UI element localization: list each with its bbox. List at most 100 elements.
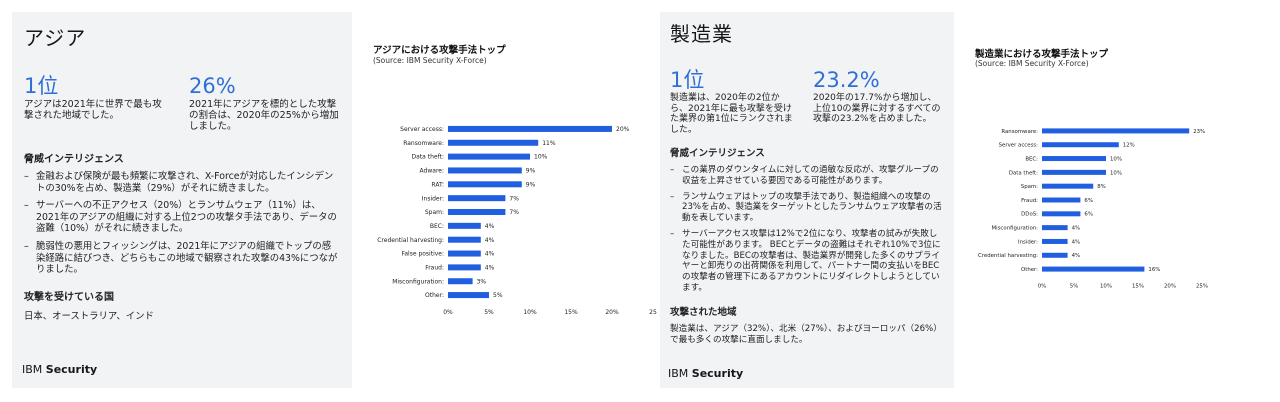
data-label: 10% [1110, 170, 1122, 176]
mfg-stat-rank-desc: 製造業は、2020年の2位から、2021年に最も攻撃を受けた業界の第1位にランク… [670, 93, 793, 135]
data-label: 6% [1084, 198, 1093, 204]
data-label: 4% [1072, 226, 1081, 232]
bar [448, 222, 481, 229]
y-tick-label: Server access: [400, 126, 444, 133]
mfg-stat-share: 23.2% 2020年の17.7%から増加し、上位10の業界に対するすべての攻撃… [813, 69, 944, 135]
bar [448, 264, 481, 271]
data-label: 23% [1193, 129, 1205, 135]
asia-countries: 日本、オーストラリア、インド [24, 310, 154, 322]
manufacturing-panel: 製造業 1位 製造業は、2020年の2位から、2021年に最も攻撃を受けた業界の… [660, 12, 954, 388]
x-tick-label: 10% [523, 309, 537, 316]
data-label: 4% [485, 223, 495, 230]
asia-stat-share-value: 26% [189, 74, 236, 98]
data-label: 7% [509, 195, 519, 202]
y-tick-label: Credential harvesting: [978, 253, 1038, 259]
security-logo-text: Security [45, 363, 98, 376]
bar [448, 153, 530, 160]
x-tick-label: 20% [605, 309, 619, 316]
bar [448, 236, 481, 243]
data-label: 16% [1148, 267, 1160, 273]
bar [1042, 156, 1106, 162]
data-label: 12% [1123, 143, 1135, 149]
x-tick-label: 5% [484, 309, 494, 316]
data-label: 5% [493, 292, 503, 299]
x-tick-label: 0% [1038, 283, 1047, 289]
data-label: 10% [534, 154, 548, 161]
mfg-bullet: ランサムウェアはトップの攻撃手法であり、製造組織への攻撃の23%を占め、製造業を… [670, 192, 944, 224]
mfg-stat-rank-value: 1位 [670, 68, 705, 92]
data-label: 6% [1084, 212, 1093, 218]
mfg-region-heading: 攻撃された地域 [670, 306, 737, 318]
asia-chart-title: アジアにおける攻撃手法トップ [373, 45, 506, 56]
asia-stats: 1位 アジアは2021年に世界で最も攻撃された地域でした。 26% 2021年に… [24, 75, 340, 132]
x-tick-label: 20% [1164, 283, 1176, 289]
y-tick-label: Fraud: [1021, 198, 1038, 204]
data-label: 8% [1097, 184, 1106, 190]
asia-bullet: 金融および保険が最も頻繁に攻撃され、X-Forceが対応したインシデントの30%… [24, 171, 340, 194]
bar [1042, 197, 1081, 203]
bar [448, 195, 506, 202]
bar [1042, 142, 1119, 148]
bar [1042, 252, 1068, 258]
asia-stat-share: 26% 2021年にアジアを標的とした攻撃の割合は、2020年の25%から増加し… [189, 75, 340, 132]
y-tick-label: False positive: [401, 251, 444, 258]
y-tick-label: Fraud: [425, 264, 444, 271]
bar [448, 278, 473, 285]
asia-bullet: サーバーへの不正アクセス（20%）とランサムウェア（11%）は、2021年のアジ… [24, 200, 340, 235]
mfg-ibm-logo: IBM Security [668, 367, 743, 380]
bar [448, 125, 612, 132]
asia-title: アジア [24, 26, 87, 50]
y-tick-label: Insider: [1018, 239, 1038, 245]
mfg-stats: 1位 製造業は、2020年の2位から、2021年に最も攻撃を受けた業界の第1位に… [670, 69, 944, 135]
security-logo-text: Security [691, 367, 744, 380]
asia-panel: アジア 1位 アジアは2021年に世界で最も攻撃された地域でした。 26% 20… [12, 12, 352, 388]
asia-bullet: 脆弱性の悪用とフィッシングは、2021年にアジアの組織でトップの感染経路に結びつ… [24, 241, 340, 276]
data-label: 20% [616, 126, 630, 133]
y-tick-label: Adware: [420, 168, 444, 175]
bar [448, 181, 522, 188]
bar [1042, 169, 1106, 175]
x-tick-label: 15% [564, 309, 578, 316]
mfg-bullet: この業界のダウンタイムに対しての過敏な反応が、攻撃グループの収益を上昇させている… [670, 165, 944, 187]
y-tick-label: RAT: [431, 181, 444, 188]
y-tick-label: Spam: [1021, 184, 1038, 190]
data-label: 11% [542, 140, 556, 147]
bar [1042, 128, 1190, 134]
asia-attack-chart: Server access: 20% Ransomware: 11% Data thef… [377, 125, 657, 316]
y-tick-label: Data theft: [1009, 170, 1038, 176]
y-tick-label: Data theft: [412, 154, 444, 161]
mfg-region-text: 製造業は、アジア（32%）、北米（27%）、およびヨーロッパ（26%）で最も多く… [670, 323, 942, 345]
mfg-intel-heading: 脅威インテリジェンス [670, 148, 765, 159]
y-tick-label: Credential harvesting: [377, 237, 444, 244]
y-tick-label: Ransomware: [403, 140, 444, 147]
bar [1042, 238, 1068, 244]
bar [1042, 266, 1145, 272]
bar [448, 292, 489, 299]
bar [1042, 183, 1094, 189]
y-tick-label: DDoS: [1021, 212, 1038, 218]
y-tick-label: Misconfiguration: [392, 278, 444, 285]
data-label: 4% [485, 237, 495, 244]
ibm-logo-text: IBM [22, 363, 43, 376]
asia-stat-share-desc: 2021年にアジアを標的とした攻撃の割合は、2020年の25%から増加しました。 [189, 99, 339, 132]
y-tick-label: Other: [425, 292, 444, 299]
y-tick-label: BEC: [430, 223, 444, 230]
bar [448, 250, 481, 257]
asia-countries-heading: 攻撃を受けている国 [24, 291, 114, 303]
asia-intel-heading: 脅威インテリジェンス [24, 154, 124, 165]
bar [448, 209, 506, 215]
x-tick-label: 5% [1070, 283, 1079, 289]
y-tick-label: BEC: [1025, 156, 1038, 162]
data-label: 7% [509, 209, 519, 216]
mfg-attack-chart: Ransomware: 23% Server access: 12% BEC: 10% Da… [978, 128, 1208, 289]
asia-ibm-logo: IBM Security [22, 363, 97, 376]
y-tick-label: Spam: [425, 209, 444, 216]
data-label: 9% [526, 181, 536, 188]
data-label: 4% [485, 264, 495, 271]
y-tick-label: Ransomware: [1001, 129, 1038, 135]
mfg-stat-share-value: 23.2% [813, 68, 880, 92]
mfg-chart-title: 製造業における攻撃手法トップ [975, 49, 1109, 60]
data-label: 3% [477, 278, 487, 285]
mfg-bullet: サーバーアクセス攻撃は12%で2位になり、攻撃者の試みが失敗した可能性があります… [670, 229, 944, 294]
asia-chart-source: (Source: IBM Security X-Force) [373, 56, 487, 65]
